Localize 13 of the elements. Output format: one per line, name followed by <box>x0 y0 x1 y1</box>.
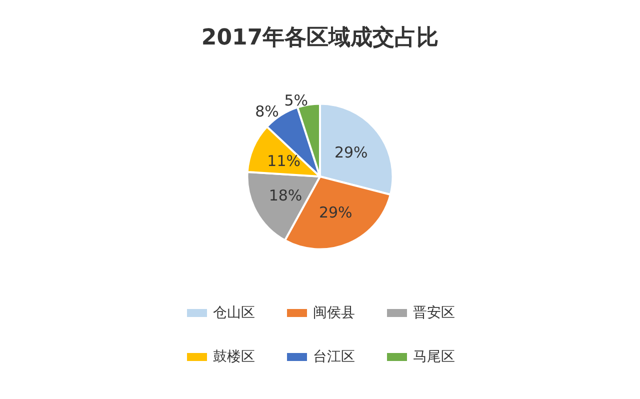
legend-label: 台江区 <box>313 349 355 365</box>
legend-label: 仓山区 <box>213 305 255 321</box>
chart-title: 2017年各区域成交占比 <box>201 24 439 50</box>
legend-label: 马尾区 <box>413 349 455 365</box>
data-label: 11% <box>267 152 301 170</box>
legend-label: 晋安区 <box>413 305 455 321</box>
data-label: 5% <box>284 92 308 110</box>
legend-label: 鼓楼区 <box>213 349 255 365</box>
data-label: 29% <box>318 204 352 222</box>
data-label: 29% <box>334 143 368 162</box>
data-label: 18% <box>268 186 302 204</box>
data-label: 8% <box>255 102 279 121</box>
legend-label: 闽侯县 <box>313 305 355 321</box>
